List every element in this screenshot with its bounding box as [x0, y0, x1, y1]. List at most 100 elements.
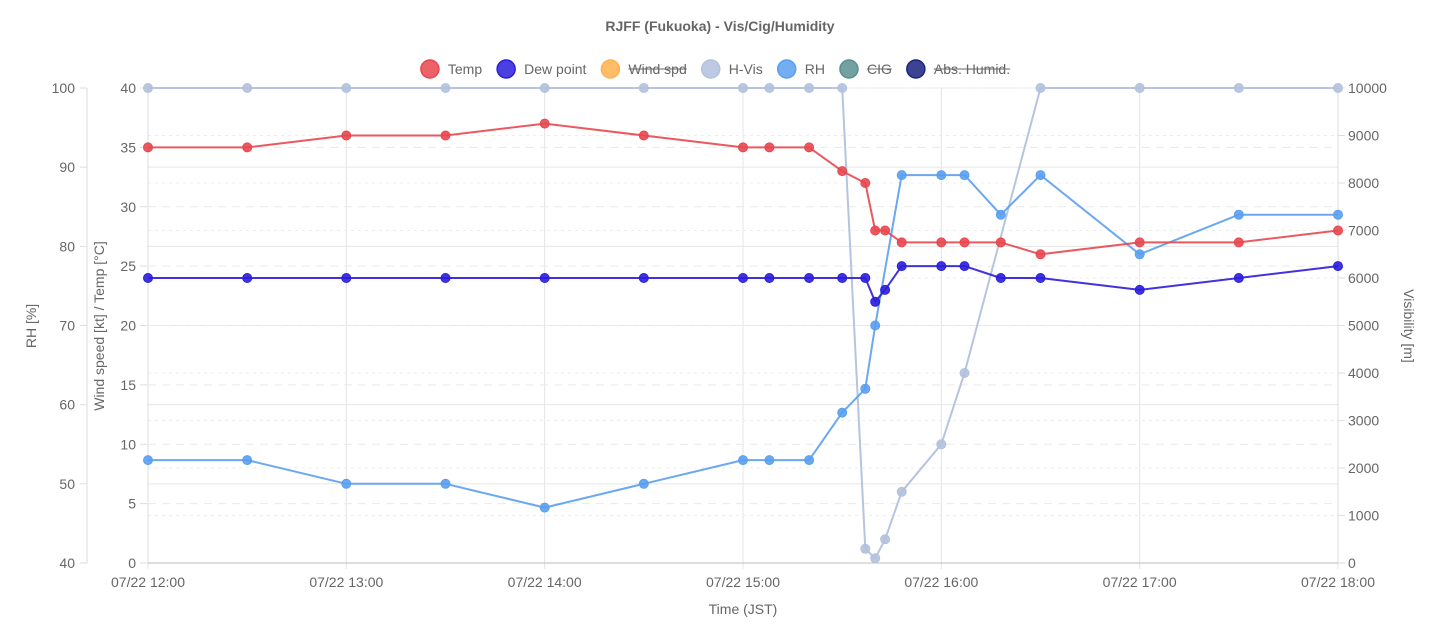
- temp-point[interactable]: [341, 130, 352, 141]
- h-vis-point[interactable]: [860, 543, 871, 554]
- dew-point-point[interactable]: [804, 273, 815, 283]
- h-vis-point[interactable]: [880, 534, 891, 545]
- dew-point-point[interactable]: [880, 284, 891, 295]
- h-vis-point[interactable]: [804, 83, 815, 93]
- temp-point[interactable]: [143, 142, 153, 153]
- h-vis-point[interactable]: [638, 83, 649, 93]
- temp-tick-label: 25: [120, 258, 136, 274]
- temp-point[interactable]: [896, 237, 907, 248]
- temp-point[interactable]: [804, 142, 815, 153]
- temp-point[interactable]: [764, 142, 775, 153]
- dew-point-point[interactable]: [242, 273, 253, 283]
- h-vis-point[interactable]: [1333, 83, 1343, 93]
- h-vis-point[interactable]: [1233, 83, 1244, 93]
- temp-point[interactable]: [936, 237, 947, 248]
- rh-point[interactable]: [896, 170, 907, 181]
- rh-point[interactable]: [440, 478, 451, 489]
- rh-point[interactable]: [764, 455, 775, 466]
- temp-point[interactable]: [638, 130, 649, 141]
- legend-label-temp: Temp: [448, 61, 482, 77]
- dew-point-point[interactable]: [1035, 273, 1046, 283]
- legend-item-dew-point[interactable]: Dew point: [496, 59, 586, 79]
- dew-point-point[interactable]: [1134, 284, 1145, 295]
- rh-point[interactable]: [738, 455, 748, 466]
- temp-point[interactable]: [870, 225, 881, 236]
- temp-point[interactable]: [738, 142, 748, 153]
- h-vis-point[interactable]: [539, 83, 550, 93]
- temp-point[interactable]: [242, 142, 253, 153]
- dew-point-point[interactable]: [764, 273, 775, 283]
- temp-point[interactable]: [995, 237, 1006, 248]
- h-vis-point[interactable]: [242, 83, 253, 93]
- temp-tick-label: 35: [120, 139, 136, 155]
- dew-point-point[interactable]: [896, 261, 907, 272]
- temp-point[interactable]: [539, 118, 550, 129]
- temp-point[interactable]: [860, 178, 871, 188]
- rh-point[interactable]: [860, 383, 871, 394]
- dew-point-point[interactable]: [870, 296, 881, 307]
- legend-item-rh[interactable]: RH: [776, 59, 825, 79]
- rh-point[interactable]: [1134, 249, 1145, 260]
- temp-point[interactable]: [959, 237, 970, 248]
- rh-point[interactable]: [638, 478, 649, 489]
- dew-point-point[interactable]: [995, 273, 1006, 283]
- dew-point-point[interactable]: [539, 273, 550, 283]
- rh-point[interactable]: [959, 170, 970, 181]
- vis-tick-label: 5000: [1348, 318, 1379, 334]
- temp-point[interactable]: [837, 166, 848, 177]
- rh-point[interactable]: [870, 320, 881, 331]
- legend-item-cig[interactable]: CIG: [839, 59, 892, 79]
- h-vis-point[interactable]: [440, 83, 451, 93]
- temp-point[interactable]: [1134, 237, 1145, 248]
- vis-tick-label: 10000: [1348, 80, 1387, 96]
- legend-swatch-wind-spd: [600, 59, 621, 79]
- x-tick-label: 07/22 18:00: [1301, 574, 1375, 590]
- h-vis-point[interactable]: [1134, 83, 1145, 93]
- rh-point[interactable]: [1333, 209, 1343, 220]
- h-vis-point[interactable]: [959, 368, 970, 378]
- legend-swatch-cig: [839, 59, 859, 79]
- h-vis-point[interactable]: [936, 439, 947, 450]
- h-vis-point[interactable]: [738, 83, 748, 93]
- x-tick-label: 07/22 15:00: [706, 574, 780, 590]
- h-vis-point[interactable]: [837, 83, 848, 93]
- rh-point[interactable]: [804, 455, 815, 466]
- legend-label-h-vis: H-Vis: [729, 61, 763, 77]
- rh-point[interactable]: [1035, 170, 1046, 181]
- h-vis-point[interactable]: [341, 83, 352, 93]
- dew-point-point[interactable]: [738, 273, 748, 283]
- h-vis-point[interactable]: [870, 553, 881, 564]
- dew-point-point[interactable]: [1233, 273, 1244, 283]
- rh-point[interactable]: [341, 478, 352, 489]
- h-vis-line: [148, 87, 1338, 560]
- rh-point[interactable]: [242, 455, 253, 466]
- legend-item-h-vis[interactable]: H-Vis: [701, 59, 763, 79]
- temp-point[interactable]: [1035, 249, 1046, 260]
- h-vis-point[interactable]: [896, 486, 907, 497]
- dew-point-point[interactable]: [638, 273, 649, 283]
- legend-item-abs-humid-[interactable]: Abs. Humid.: [906, 59, 1010, 79]
- dew-point-point[interactable]: [440, 273, 451, 283]
- rh-point[interactable]: [1233, 209, 1244, 220]
- h-vis-point[interactable]: [1035, 83, 1046, 93]
- dew-point-point[interactable]: [837, 273, 848, 283]
- legend-item-wind-spd[interactable]: Wind spd: [600, 59, 687, 79]
- rh-point[interactable]: [143, 455, 153, 466]
- h-vis-point[interactable]: [764, 83, 775, 93]
- h-vis-point[interactable]: [143, 83, 153, 93]
- dew-point-point[interactable]: [341, 273, 352, 283]
- temp-point[interactable]: [880, 225, 891, 236]
- rh-point[interactable]: [995, 209, 1006, 220]
- temp-point[interactable]: [1233, 237, 1244, 248]
- dew-point-point[interactable]: [936, 261, 947, 272]
- rh-point[interactable]: [539, 502, 550, 513]
- temp-point[interactable]: [440, 130, 451, 141]
- dew-point-point[interactable]: [959, 261, 970, 272]
- legend-item-temp[interactable]: Temp: [420, 59, 482, 79]
- temp-point[interactable]: [1333, 225, 1343, 236]
- rh-point[interactable]: [936, 170, 947, 181]
- rh-point[interactable]: [837, 407, 848, 418]
- dew-point-point[interactable]: [1333, 261, 1343, 272]
- dew-point-point[interactable]: [143, 273, 153, 283]
- dew-point-point[interactable]: [860, 273, 871, 283]
